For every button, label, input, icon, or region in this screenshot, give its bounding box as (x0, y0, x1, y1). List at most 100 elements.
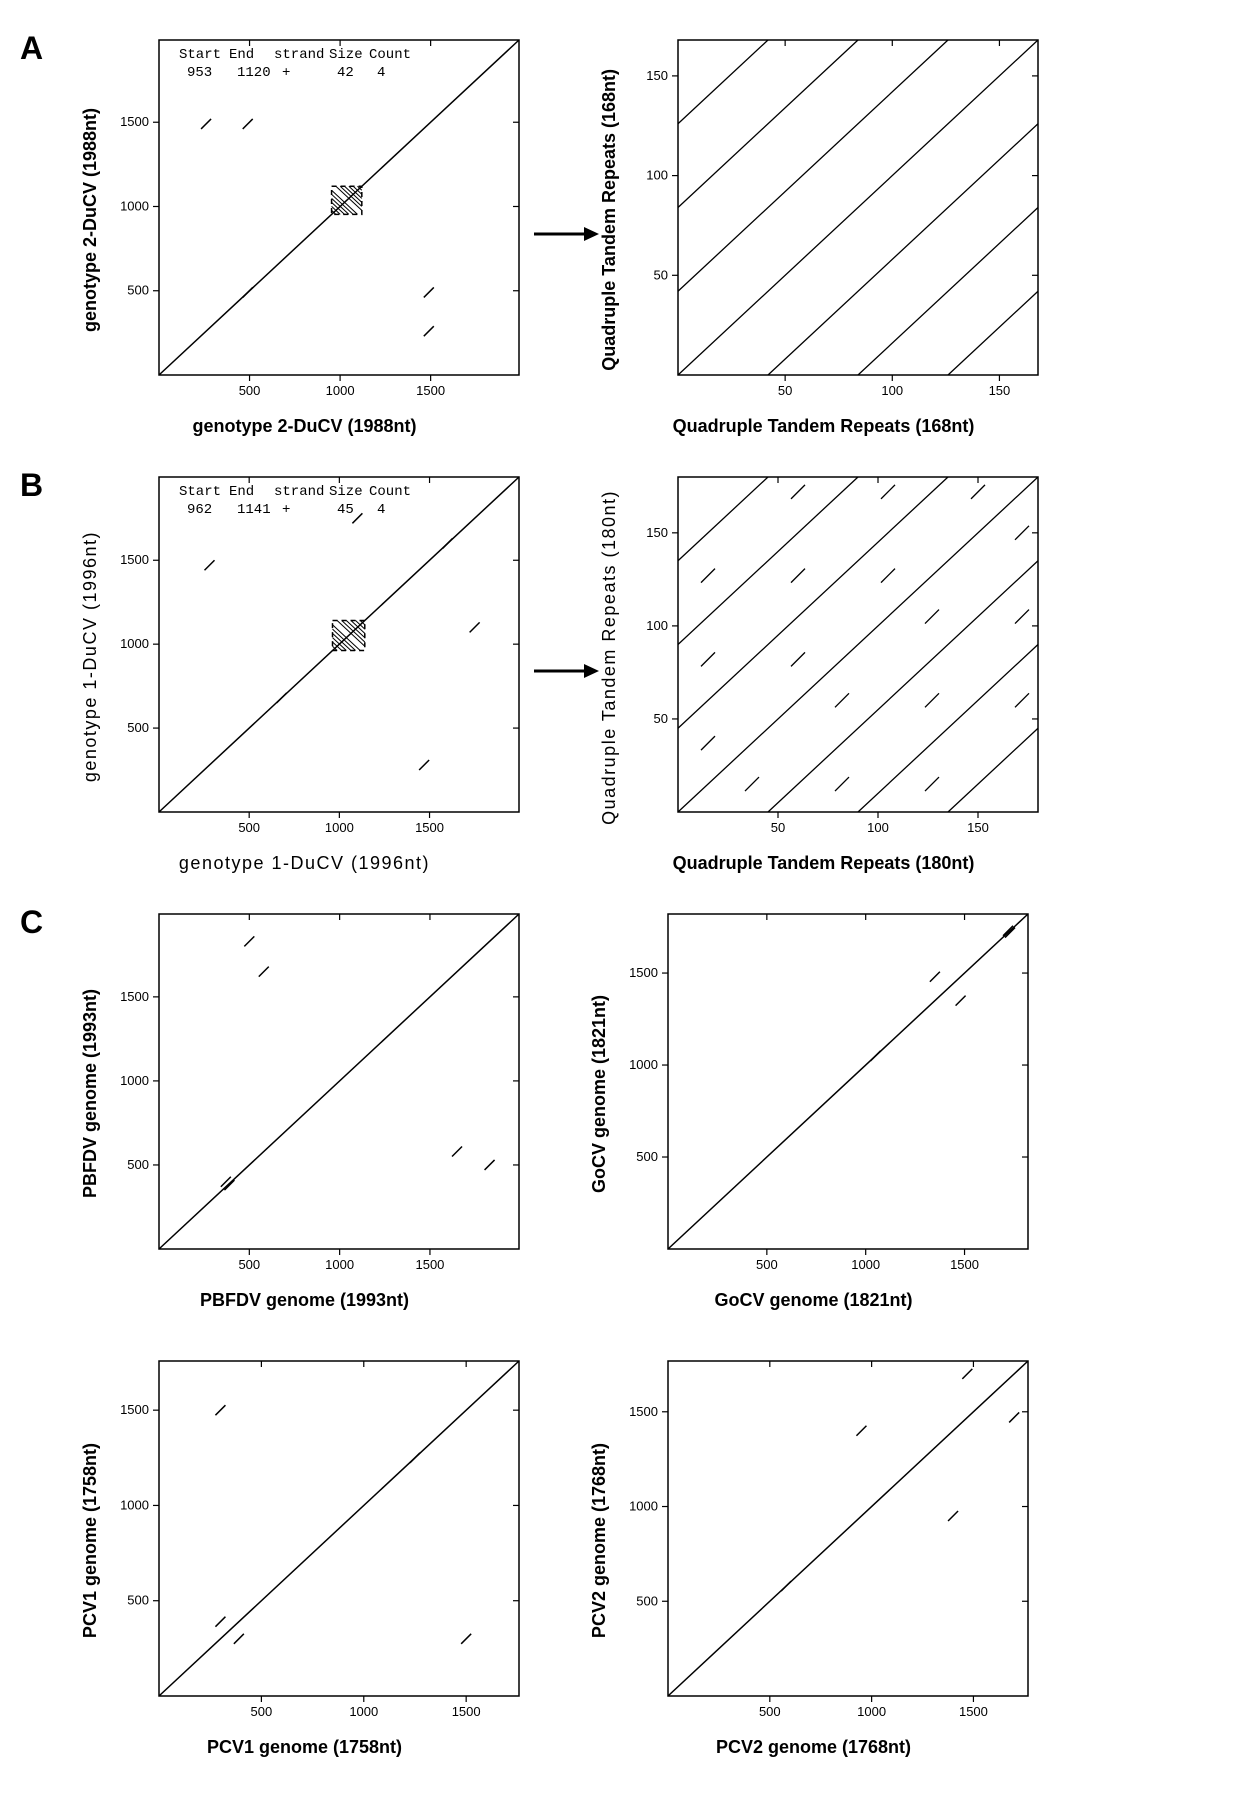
panel-a-right-svg: 50 100 150 50 100 150 (628, 30, 1048, 410)
panel-c-2-svg: 500 1000 1500 500 1000 1500 (109, 1351, 529, 1731)
panel-c-0-xlabel: PBFDV genome (1993nt) (200, 1290, 409, 1311)
svg-text:500: 500 (636, 1593, 658, 1608)
svg-text:50: 50 (654, 267, 668, 282)
panel-c-1-xlabel: GoCV genome (1821nt) (714, 1290, 912, 1311)
svg-text:500: 500 (238, 820, 260, 835)
svg-text:End: End (229, 484, 254, 500)
svg-text:1500: 1500 (452, 1704, 481, 1719)
svg-text:50: 50 (771, 820, 785, 835)
svg-text:Start: Start (179, 484, 221, 500)
svg-text:strand: strand (274, 484, 324, 500)
svg-text:150: 150 (646, 68, 668, 83)
svg-text:150: 150 (989, 383, 1011, 398)
svg-text:500: 500 (127, 1157, 149, 1172)
svg-text:500: 500 (127, 283, 149, 298)
panel-a-right-xlabel: Quadruple Tandem Repeats (168nt) (673, 416, 975, 437)
svg-text:1000: 1000 (120, 1497, 149, 1512)
svg-text:50: 50 (654, 711, 668, 726)
svg-text:1500: 1500 (120, 552, 149, 567)
svg-text:1141: 1141 (237, 502, 271, 518)
svg-text:100: 100 (646, 168, 668, 183)
svg-text:1500: 1500 (120, 1402, 149, 1417)
svg-text:953: 953 (187, 65, 212, 81)
panel-b-row: B genotype 1-DuCV (1996nt) 5001000150050… (20, 467, 1220, 874)
svg-text:100: 100 (867, 820, 889, 835)
svg-text:Start: Start (179, 47, 221, 63)
panel-c-3-svg: 500 1000 1500 500 1000 1500 (618, 1351, 1038, 1731)
svg-text:1000: 1000 (629, 1057, 658, 1072)
panel-b-label: B (20, 467, 43, 504)
panel-b-left-plot: genotype 1-DuCV (1996nt) 500 1000 1500 500 1… (80, 467, 529, 874)
svg-text:1000: 1000 (120, 1073, 149, 1088)
svg-text:1500: 1500 (120, 114, 149, 129)
panel-c-plot-2: PCV1 genome (1758nt) 500 1000 1500 500 1000 1… (80, 1351, 529, 1758)
panel-c-1-svg: 5001000150050010001500 (618, 904, 1038, 1284)
panel-a-left-plot: genotype 2-DuCV (1988nt) 500 1000 1500 500 1… (80, 30, 529, 437)
panel-a-label: A (20, 30, 43, 67)
svg-text:50: 50 (778, 383, 792, 398)
panel-c-1-ylabel: GoCV genome (1821nt) (589, 995, 610, 1193)
svg-text:Count: Count (369, 484, 411, 500)
panel-c-plot-3: PCV2 genome (1768nt) 500 1000 1500 500 1000 1… (589, 1351, 1038, 1758)
svg-text:500: 500 (127, 720, 149, 735)
panel-a-right-plot: Quadruple Tandem Repeats (168nt) 50 100 15… (599, 30, 1048, 437)
panel-b-right-ylabel: Quadruple Tandem Repeats (180nt) (599, 490, 620, 825)
svg-text:End: End (229, 47, 254, 63)
svg-text:500: 500 (759, 1704, 781, 1719)
svg-text:1000: 1000 (326, 383, 355, 398)
svg-text:1000: 1000 (857, 1704, 886, 1719)
svg-text:4: 4 (377, 502, 385, 518)
svg-text:100: 100 (646, 618, 668, 633)
panel-a-left-ylabel: genotype 2-DuCV (1988nt) (80, 108, 101, 332)
svg-text:500: 500 (251, 1704, 273, 1719)
svg-text:1500: 1500 (415, 820, 444, 835)
panel-b-left-svg: 500 1000 1500 500 1000 1500 Start End strand Size… (109, 467, 529, 847)
svg-text:4: 4 (377, 65, 385, 81)
svg-text:1120: 1120 (237, 65, 271, 81)
svg-text:500: 500 (756, 1257, 778, 1272)
svg-text:Size: Size (329, 47, 363, 63)
svg-text:strand: strand (274, 47, 324, 63)
arrow-a (529, 219, 599, 249)
panel-c-2-xlabel: PCV1 genome (1758nt) (207, 1737, 402, 1758)
svg-text:45: 45 (337, 502, 354, 518)
panel-c-0-svg: 500 1000 1500 500 1000 1500 (109, 904, 529, 1284)
svg-text:1500: 1500 (416, 383, 445, 398)
svg-text:150: 150 (646, 525, 668, 540)
svg-text:1000: 1000 (349, 1704, 378, 1719)
panel-c-plot-0: PBFDV genome (1993nt) 500 1000 1500 500 1000… (80, 904, 529, 1311)
svg-text:1000: 1000 (851, 1257, 880, 1272)
svg-text:100: 100 (881, 383, 903, 398)
panel-b-left-ylabel: genotype 1-DuCV (1996nt) (80, 531, 101, 782)
panel-b-right-plot: Quadruple Tandem Repeats (180nt) 50 100 15… (599, 467, 1048, 874)
panel-c-row: C PBFDV genome (1993nt) 500 1000 1500 500 10… (20, 904, 1220, 1758)
svg-text:Size: Size (329, 484, 363, 500)
svg-text:500: 500 (127, 1593, 149, 1608)
panel-a-right-ylabel: Quadruple Tandem Repeats (168nt) (599, 69, 620, 371)
panel-c-plot-1: GoCV genome (1821nt) 5001000150050010001… (589, 904, 1038, 1311)
panel-a-left-xlabel: genotype 2-DuCV (1988nt) (192, 416, 416, 437)
panel-b-right-svg: 50 100 150 50 100 150 (628, 467, 1048, 847)
svg-text:1000: 1000 (120, 636, 149, 651)
svg-text:1500: 1500 (120, 989, 149, 1004)
svg-text:1000: 1000 (325, 1257, 354, 1272)
svg-text:500: 500 (239, 383, 261, 398)
svg-text:1000: 1000 (629, 1499, 658, 1514)
svg-text:1500: 1500 (629, 1404, 658, 1419)
svg-text:1500: 1500 (415, 1257, 444, 1272)
panel-b-left-xlabel: genotype 1-DuCV (1996nt) (179, 853, 430, 874)
panel-b-right-xlabel: Quadruple Tandem Repeats (180nt) (673, 853, 975, 874)
svg-text:1000: 1000 (325, 820, 354, 835)
panel-c-label: C (20, 904, 43, 941)
svg-text:500: 500 (238, 1257, 260, 1272)
svg-text:1500: 1500 (629, 965, 658, 980)
panel-a-row: A genotype 2-DuCV (1988nt) 5001000150050… (20, 30, 1220, 437)
svg-text:1500: 1500 (959, 1704, 988, 1719)
panel-c-3-ylabel: PCV2 genome (1768nt) (589, 1443, 610, 1638)
svg-text:1000: 1000 (120, 198, 149, 213)
panel-c-2-ylabel: PCV1 genome (1758nt) (80, 1443, 101, 1638)
panel-c-3-xlabel: PCV2 genome (1768nt) (716, 1737, 911, 1758)
panel-a-left-svg: 500 1000 1500 500 1000 1500 Start End strand Size… (109, 30, 529, 410)
svg-text:150: 150 (967, 820, 989, 835)
panel-c-0-ylabel: PBFDV genome (1993nt) (80, 989, 101, 1198)
